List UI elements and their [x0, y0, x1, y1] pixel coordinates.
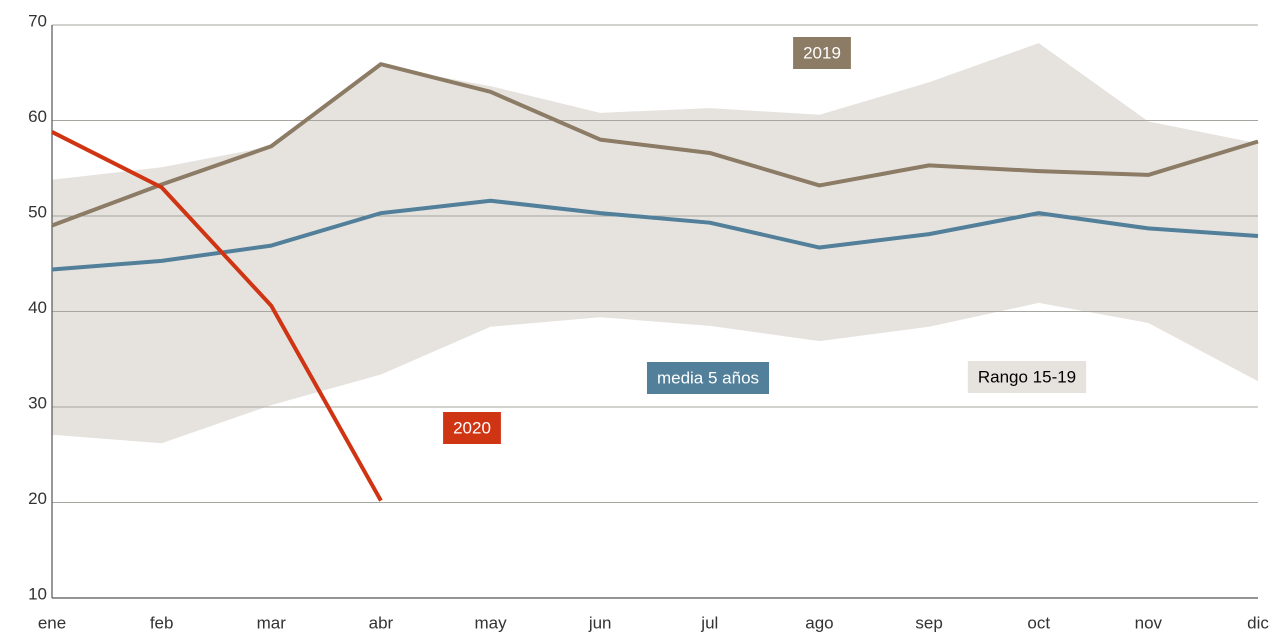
- y-tick-label: 30: [28, 393, 47, 412]
- x-tick-label: may: [474, 613, 507, 632]
- x-tick-label: sep: [915, 613, 942, 632]
- series-line: [51, 130, 383, 502]
- x-tick-label: feb: [150, 613, 174, 632]
- y-tick-label: 10: [28, 584, 47, 603]
- x-tick-label: nov: [1135, 613, 1163, 632]
- legend-box: [967, 361, 1087, 393]
- legend-label: media 5 años: [646, 362, 770, 394]
- y-tick-label: 50: [28, 202, 47, 221]
- range-band: [52, 43, 1258, 444]
- series-line: [51, 62, 1259, 228]
- y-tick-label: 40: [28, 298, 47, 317]
- y-tick-label: 60: [28, 107, 47, 126]
- legend-text: 2019: [803, 43, 841, 62]
- y-tick-label: 70: [28, 11, 47, 30]
- legend-label: 2020: [443, 412, 501, 444]
- legend-text: media 5 años: [657, 368, 759, 387]
- x-tick-label: mar: [257, 613, 287, 632]
- legend-label: 2019: [793, 37, 851, 69]
- x-tick-label: jul: [700, 613, 718, 632]
- legend-text: Rango 15-19: [978, 367, 1076, 386]
- x-tick-label: dic: [1247, 613, 1269, 632]
- legend-box: [793, 37, 851, 69]
- legend-box: [646, 362, 770, 394]
- legend-box: [443, 412, 501, 444]
- x-tick-label: oct: [1027, 613, 1050, 632]
- x-tick-label: ene: [38, 613, 66, 632]
- series-line: [51, 198, 1259, 272]
- x-tick-label: abr: [369, 613, 394, 632]
- y-tick-label: 20: [28, 489, 47, 508]
- legend-text: 2020: [453, 418, 491, 437]
- legend-label: Rango 15-19: [967, 361, 1087, 393]
- x-tick-label: jun: [588, 613, 612, 632]
- x-tick-label: ago: [805, 613, 833, 632]
